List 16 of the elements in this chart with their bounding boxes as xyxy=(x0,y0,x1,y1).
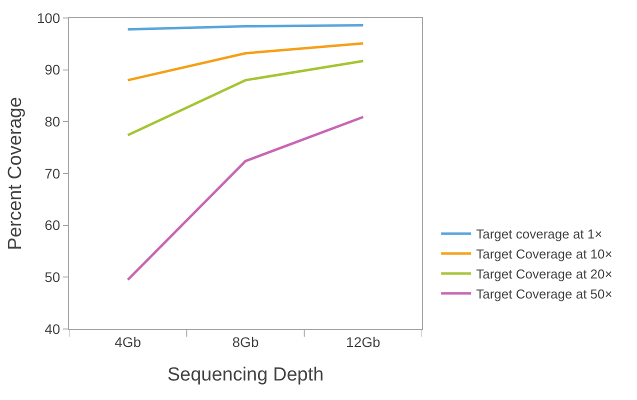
legend-label: Target Coverage at 50× xyxy=(476,286,612,302)
x-tick-label: 12Gb xyxy=(346,334,381,350)
legend-label: Target Coverage at 10× xyxy=(476,246,612,262)
legend-label: Target Coverage at 20× xyxy=(476,266,612,282)
x-tick-label: 8Gb xyxy=(232,334,259,350)
x-tick-label: 4Gb xyxy=(114,334,142,350)
y-tick-label: 60 xyxy=(44,217,60,234)
y-tick-label: 100 xyxy=(36,10,60,26)
y-tick-label: 70 xyxy=(44,165,60,182)
legend-label: Target coverage at 1× xyxy=(476,226,602,242)
x-axis-title: Sequencing Depth xyxy=(167,364,324,386)
y-axis-title: Percent Coverage xyxy=(5,96,26,250)
y-tick-label: 50 xyxy=(44,269,60,286)
y-tick-label: 90 xyxy=(44,62,60,78)
y-tick-label: 80 xyxy=(44,114,60,130)
y-tick-label: 40 xyxy=(44,320,60,337)
